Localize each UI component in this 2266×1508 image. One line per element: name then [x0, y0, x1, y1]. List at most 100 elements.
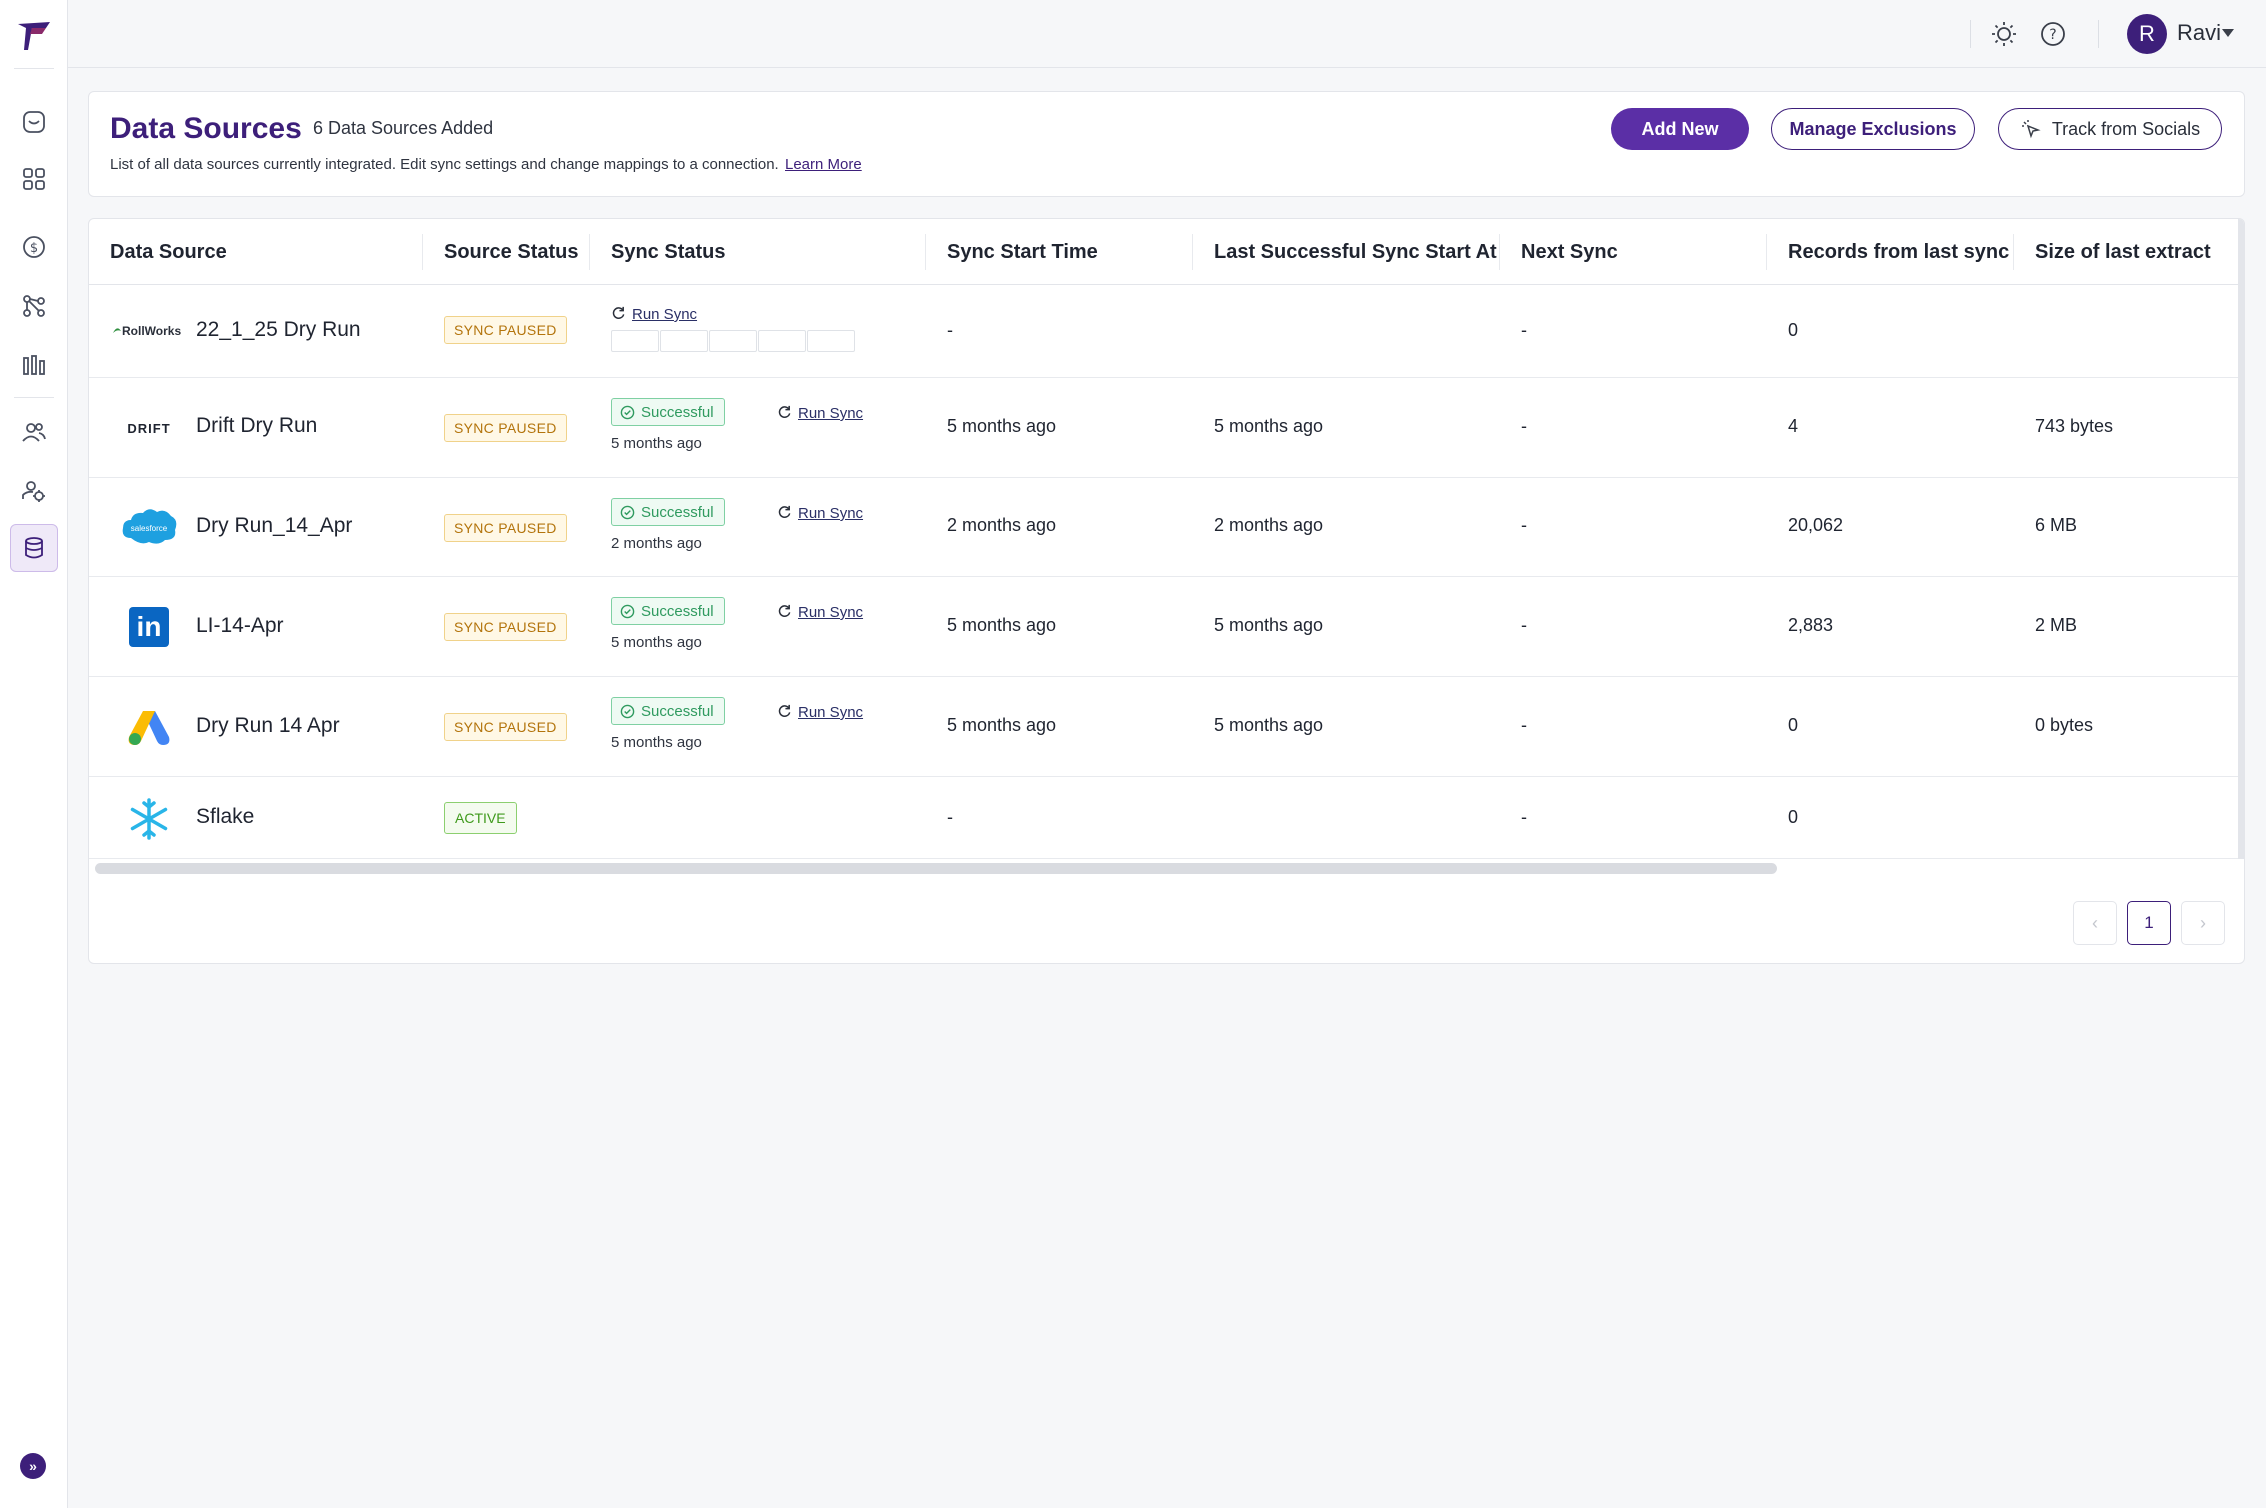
next-page-button[interactable]: › — [2181, 901, 2225, 945]
sources-count: 6 Data Sources Added — [313, 118, 494, 138]
sun-icon[interactable] — [1988, 18, 2020, 50]
svg-text:?: ? — [2049, 27, 2056, 43]
page-1-button[interactable]: 1 — [2127, 901, 2171, 945]
sync-success-badge: Successful — [611, 697, 725, 725]
run-sync-link[interactable]: Run Sync — [611, 305, 697, 324]
vertical-scrollbar[interactable] — [2238, 219, 2244, 859]
source-name[interactable]: Dry Run 14 Apr — [196, 714, 340, 737]
grid-icon[interactable] — [10, 155, 58, 203]
track-from-socials-label: Track from Socials — [2051, 118, 2201, 139]
sync-start-time: 2 months ago — [947, 515, 1057, 535]
horizontal-scrollbar[interactable] — [95, 863, 1777, 874]
google-ads-logo — [119, 703, 179, 751]
header-card: Data Sources 6 Data Sources Added List o… — [88, 91, 2245, 197]
sync-start-time: - — [947, 320, 953, 340]
last-sync-time: 2 months ago — [611, 535, 702, 552]
avatar[interactable]: R — [2127, 14, 2167, 54]
track-from-socials-button[interactable]: Track from Socials — [1998, 108, 2222, 150]
check-circle-icon — [620, 604, 635, 618]
last-successful-sync: 5 months ago — [1214, 715, 1324, 735]
run-sync-link[interactable]: Run Sync — [777, 504, 863, 523]
next-sync: - — [1521, 320, 1527, 340]
add-new-button[interactable]: Add New — [1611, 108, 1749, 150]
records-count: 0 — [1788, 715, 1799, 735]
sync-start-time: 5 months ago — [947, 416, 1057, 436]
prev-page-button[interactable]: ‹ — [2073, 901, 2117, 945]
run-sync-label: Run Sync — [798, 604, 864, 621]
table-row[interactable]: salesforce Dry Run_14_Apr SYNC PAUSED Su… — [89, 478, 2244, 577]
run-sync-link[interactable]: Run Sync — [777, 603, 863, 622]
svg-text:RollWorks: RollWorks — [122, 324, 181, 338]
refresh-icon — [777, 703, 792, 722]
snowflake-logo — [119, 795, 179, 843]
column-header[interactable]: Data Source — [110, 241, 227, 263]
user-name[interactable]: Ravi — [2177, 20, 2222, 45]
database-icon[interactable] — [10, 524, 58, 572]
last-sync-time: 5 months ago — [611, 634, 702, 651]
chevron-down-icon[interactable] — [2222, 29, 2234, 37]
sync-start-time: 5 months ago — [947, 715, 1057, 735]
refresh-icon — [777, 603, 792, 622]
manage-exclusions-button[interactable]: Manage Exclusions — [1771, 108, 1975, 150]
status-badge: SYNC PAUSED — [444, 316, 567, 344]
source-name[interactable]: 22_1_25 Dry Run — [196, 318, 361, 341]
inbox-icon[interactable] — [10, 98, 58, 146]
learn-more-link[interactable]: Learn More — [785, 156, 862, 173]
top-bar — [68, 0, 2266, 68]
users-icon[interactable] — [10, 408, 58, 456]
extract-size: 2 MB — [2035, 615, 2078, 635]
table-header: Data Source Source Status Sync Status Sy… — [89, 219, 2244, 285]
column-header[interactable]: Sync Start Time — [947, 241, 1098, 263]
app-logo[interactable] — [16, 18, 52, 54]
table-row[interactable]: Sflake ACTIVE - - 0 — [89, 777, 2244, 859]
top-divider — [1970, 20, 1971, 48]
last-successful-sync: 2 months ago — [1214, 515, 1324, 535]
sync-success-badge: Successful — [611, 398, 725, 426]
settings-users-icon[interactable] — [10, 467, 58, 515]
column-header[interactable]: Sync Status — [611, 241, 726, 263]
source-name[interactable]: Drift Dry Run — [196, 414, 318, 437]
status-badge: SYNC PAUSED — [444, 713, 567, 741]
table-row[interactable]: Dry Run 14 Apr SYNC PAUSED Successful 5 … — [89, 677, 2244, 777]
status-badge: SYNC PAUSED — [444, 514, 567, 542]
column-header[interactable]: Source Status — [444, 241, 579, 263]
rollworks-logo: RollWorks — [111, 307, 191, 355]
status-badge: SYNC PAUSED — [444, 613, 567, 641]
source-name[interactable]: LI-14-Apr — [196, 614, 284, 637]
linkedin-logo: in — [119, 603, 179, 651]
table-row[interactable]: RollWorks 22_1_25 Dry Run SYNC PAUSED Ru… — [89, 285, 2244, 378]
bar-chart-icon[interactable] — [10, 341, 58, 389]
status-badge: SYNC PAUSED — [444, 414, 567, 442]
expand-sidebar-button[interactable]: » — [20, 1453, 46, 1479]
last-successful-sync: 5 months ago — [1214, 416, 1324, 436]
table-row[interactable]: in LI-14-Apr SYNC PAUSED Successful 5 mo… — [89, 577, 2244, 677]
run-sync-label: Run Sync — [632, 306, 698, 323]
status-badge: ACTIVE — [444, 802, 517, 834]
column-header[interactable]: Size of last extract — [2035, 241, 2211, 263]
records-count: 4 — [1788, 416, 1799, 436]
run-sync-label: Run Sync — [798, 704, 864, 721]
dollar-icon[interactable]: $ — [10, 223, 58, 271]
table-row[interactable]: DRIFT Drift Dry Run SYNC PAUSED Successf… — [89, 378, 2244, 478]
column-header[interactable]: Records from last sync — [1788, 241, 2010, 263]
next-sync: - — [1521, 807, 1527, 827]
run-sync-link[interactable]: Run Sync — [777, 703, 863, 722]
run-sync-link[interactable]: Run Sync — [777, 404, 863, 423]
run-sync-label: Run Sync — [798, 405, 864, 422]
svg-text:$: $ — [30, 241, 38, 256]
page-title: Data Sources — [110, 112, 302, 145]
check-circle-icon — [620, 405, 635, 419]
sync-start-time: 5 months ago — [947, 615, 1057, 635]
sync-history-bars — [611, 330, 855, 352]
check-circle-icon — [620, 704, 635, 718]
source-name[interactable]: Dry Run_14_Apr — [196, 514, 353, 537]
sync-success-badge: Successful — [611, 597, 725, 625]
column-header[interactable]: Next Sync — [1521, 241, 1618, 263]
column-header[interactable]: Last Successful Sync Start At — [1214, 241, 1497, 263]
pointer-icon — [2021, 120, 2041, 139]
workflow-icon[interactable] — [10, 282, 58, 330]
extract-size: 6 MB — [2035, 515, 2078, 535]
help-icon[interactable]: ? — [2037, 18, 2069, 50]
source-name[interactable]: Sflake — [196, 805, 255, 828]
data-sources-table: Data Source Source Status Sync Status Sy… — [88, 218, 2245, 964]
